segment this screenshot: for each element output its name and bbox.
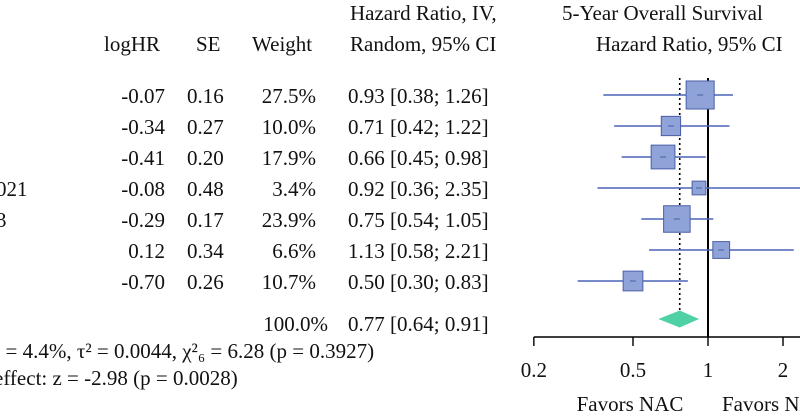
weight-value: 6.6% <box>272 239 316 263</box>
ci-value: 1.13 [0.58; 2.21] <box>348 239 489 263</box>
ci-value: 0.75 [0.54; 1.05] <box>348 208 489 232</box>
x-tick-label: 0.2 <box>521 358 547 382</box>
plot-header-line1: 5-Year Overall Survival <box>562 1 763 25</box>
hr-header-line1: Hazard Ratio, IV, <box>350 1 497 25</box>
loghr-header: logHR <box>104 32 161 56</box>
weight-value: 10.7% <box>261 270 316 294</box>
weight-header: Weight <box>252 32 313 56</box>
favors-right-label: Favors NAC <box>722 392 800 416</box>
favors-left-label: Favors NAC <box>576 392 684 416</box>
x-tick-label: 2 <box>778 358 789 382</box>
weight-value: 3.4% <box>272 177 316 201</box>
loghr-value: -0.08 <box>121 177 165 201</box>
ci-value: 0.66 [0.45; 0.98] <box>348 146 489 170</box>
loghr-value: -0.70 <box>121 270 165 294</box>
se-value: 0.16 <box>187 84 224 108</box>
se-value: 0.17 <box>187 208 224 232</box>
weight-value: 23.9% <box>261 208 316 232</box>
hr-header-line2: Random, 95% CI <box>350 32 497 56</box>
ci-value: 0.71 [0.42; 1.22] <box>348 115 489 139</box>
se-header: SE <box>196 32 221 56</box>
x-tick-label: 1 <box>703 358 714 382</box>
loghr-value: 0.12 <box>128 239 165 263</box>
se-value: 0.34 <box>187 239 224 263</box>
heterogeneity-text: ² = 4.4%, τ² = 0.0044, χ²₆ = 6.28 (p = 0… <box>0 339 375 363</box>
se-value: 0.27 <box>187 115 224 139</box>
weight-value: 17.9% <box>261 146 316 170</box>
x-tick-label: 0.5 <box>620 358 646 382</box>
se-value: 0.26 <box>187 270 224 294</box>
ci-value: 0.92 [0.36; 2.35] <box>348 177 489 201</box>
study-label: 3 <box>0 208 7 232</box>
overall-weight: 100.0% <box>263 312 328 336</box>
overall-diamond <box>658 310 700 328</box>
se-value: 0.48 <box>187 177 224 201</box>
plot-header-line2: Hazard Ratio, 95% CI <box>596 32 783 56</box>
loghr-value: -0.07 <box>121 84 165 108</box>
weight-value: 10.0% <box>261 115 316 139</box>
weight-value: 27.5% <box>261 84 316 108</box>
loghr-value: -0.34 <box>121 115 165 139</box>
overall-effect-text: effect: z = -2.98 (p = 0.0028) <box>0 366 238 390</box>
loghr-value: -0.29 <box>121 208 165 232</box>
study-label: 021 <box>0 177 28 201</box>
study-box <box>663 205 691 233</box>
overall-ci: 0.77 [0.64; 0.91] <box>348 312 489 336</box>
loghr-value: -0.41 <box>121 146 165 170</box>
ci-value: 0.93 [0.38; 1.26] <box>348 84 489 108</box>
se-value: 0.20 <box>187 146 224 170</box>
ci-value: 0.50 [0.30; 0.83] <box>348 270 489 294</box>
